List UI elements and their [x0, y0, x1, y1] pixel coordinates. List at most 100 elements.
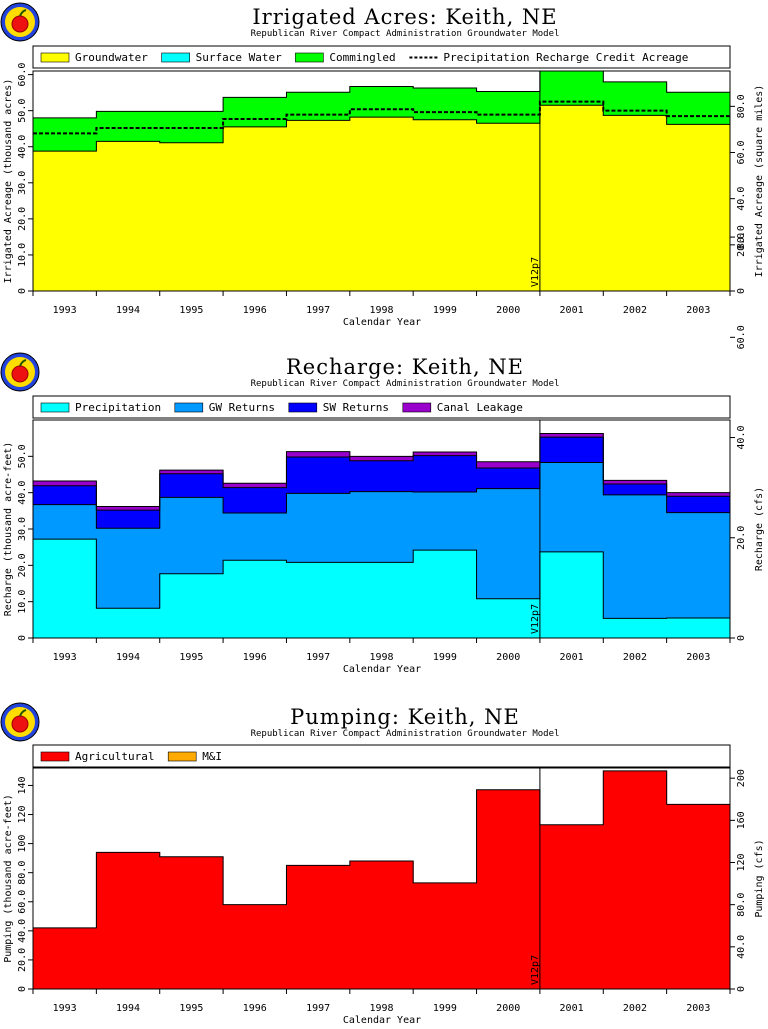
area-segment — [33, 481, 97, 486]
area-segment — [666, 496, 731, 513]
x-axis-label: Calendar Year — [343, 1015, 421, 1024]
x-tick-label: 1999 — [433, 652, 457, 663]
area-segment — [603, 618, 668, 638]
area-segment — [539, 437, 604, 463]
x-tick-label: 2001 — [560, 305, 584, 316]
y-tick-label: 40.0 — [17, 481, 28, 505]
y-tick-label: 20.0 — [17, 948, 28, 972]
chart-title: Irrigated Acres: Keith, NE — [252, 5, 557, 29]
area-segment — [413, 451, 478, 456]
chart-title: Recharge: Keith, NE — [286, 355, 524, 379]
y-tick-label: 40.0 — [17, 135, 28, 159]
x-axis: 1993 1994 1995 1996 1997 1998 1999 2000 2001 2002… — [32, 989, 731, 1026]
x-axis-label: Calendar Year — [343, 664, 421, 675]
area-segment — [286, 562, 351, 638]
y-tick-label: 0 — [17, 635, 28, 641]
area-segment — [603, 494, 668, 619]
apple-body — [11, 15, 29, 33]
area-segment — [539, 105, 604, 291]
area-segment — [96, 852, 161, 989]
x-tick-label: 2003 — [686, 305, 710, 316]
x-tick-label: 2000 — [496, 1003, 520, 1014]
y-tick-label: 20.0 — [17, 553, 28, 577]
y-tick-label: 80.0 — [17, 861, 28, 885]
legend: Precipitation GW Returns SW Returns Canal L… — [32, 395, 731, 419]
area-segment — [349, 117, 414, 291]
chart-title: Pumping: Keith, NE — [290, 705, 520, 729]
x-axis: 1993 1994 1995 1996 1997 1998 1999 2000 2001 2002… — [32, 638, 731, 675]
legend-label: Canal Leakage — [437, 401, 523, 414]
area-segment — [539, 71, 604, 106]
chart-subtitle: Republican River Compact Administration … — [251, 379, 560, 389]
area-segment — [223, 483, 287, 488]
area-segment — [33, 927, 97, 989]
x-axis-label: Calendar Year — [343, 317, 421, 328]
y-tick-label-right: 20.0 — [736, 526, 747, 550]
legend-entry: SW Returns — [288, 401, 389, 414]
area-segment — [603, 115, 668, 291]
area-segment — [96, 510, 161, 529]
x-tick-label: 1997 — [306, 305, 330, 316]
stacked-areas — [33, 70, 731, 292]
legend-label: Precipitation Recharge Credit Acreage — [443, 51, 688, 64]
y-tick-label-right: 0 — [736, 986, 747, 992]
y-axis-right: 0 40.0 80.0 120 160 200 Pumping (cfs) — [730, 769, 765, 992]
y-axis-right: 0 20.0 40.0 60.0 80.0 Irrigated Acreage (squa… — [730, 85, 765, 294]
x-tick-label: 2002 — [623, 652, 647, 663]
y-tick-label-right: 160 — [736, 811, 747, 829]
marker-label: V12p7 — [530, 604, 541, 634]
area-segment — [96, 608, 161, 638]
area-segment — [159, 142, 224, 291]
apple-body — [11, 365, 29, 383]
marker-label: V12p7 — [530, 955, 541, 985]
area-segment — [223, 97, 287, 127]
area-segment — [666, 124, 731, 292]
x-tick-label: 1996 — [243, 1003, 267, 1014]
apple-logo-icon — [0, 702, 40, 742]
area-segment — [349, 456, 414, 461]
y-tick-label: 0 — [17, 986, 28, 992]
y-axis-label-right: Pumping (cfs) — [754, 839, 765, 917]
layer-outline — [33, 538, 730, 619]
area-segment — [96, 141, 161, 291]
area-segment — [223, 904, 287, 989]
area-segment — [33, 504, 97, 540]
legend-label: SW Returns — [323, 401, 389, 414]
legend-frame — [32, 45, 731, 69]
x-tick-label: 1998 — [369, 305, 393, 316]
y-tick-label: 50.0 — [17, 444, 28, 468]
apple-logo-icon — [0, 352, 40, 392]
plot-frame — [32, 70, 731, 292]
legend-label: Agricultural — [75, 750, 154, 763]
legend-frame — [32, 395, 731, 419]
legend-swatch — [174, 402, 204, 413]
area-segment — [413, 550, 478, 638]
legend-entry: Groundwater — [40, 51, 148, 64]
y-tick-label: 100 — [17, 835, 28, 853]
apple-logo-icon — [0, 2, 40, 42]
area-segment — [159, 856, 224, 989]
x-tick-label: 1999 — [433, 1003, 457, 1014]
y-tick-label: 20.0 — [17, 207, 28, 231]
y-tick-label: 10.0 — [17, 590, 28, 614]
apple-leaf — [19, 359, 27, 367]
area-segment — [286, 865, 351, 989]
y-axis-label: Recharge (thousand acre-feet) — [3, 442, 14, 617]
area-segment — [286, 120, 351, 291]
plot-frame — [32, 767, 731, 990]
area-segment — [413, 119, 478, 291]
area-segment — [539, 551, 604, 638]
legend-swatch — [402, 402, 432, 413]
area-segment — [539, 462, 604, 552]
area-segment — [413, 455, 478, 492]
x-tick-label: 2003 — [686, 652, 710, 663]
area-segment — [666, 618, 731, 638]
y-tick-label: 120 — [17, 805, 28, 823]
apple-leaf — [19, 709, 27, 717]
legend-label: M&I — [202, 750, 222, 763]
area-segment — [413, 491, 478, 551]
